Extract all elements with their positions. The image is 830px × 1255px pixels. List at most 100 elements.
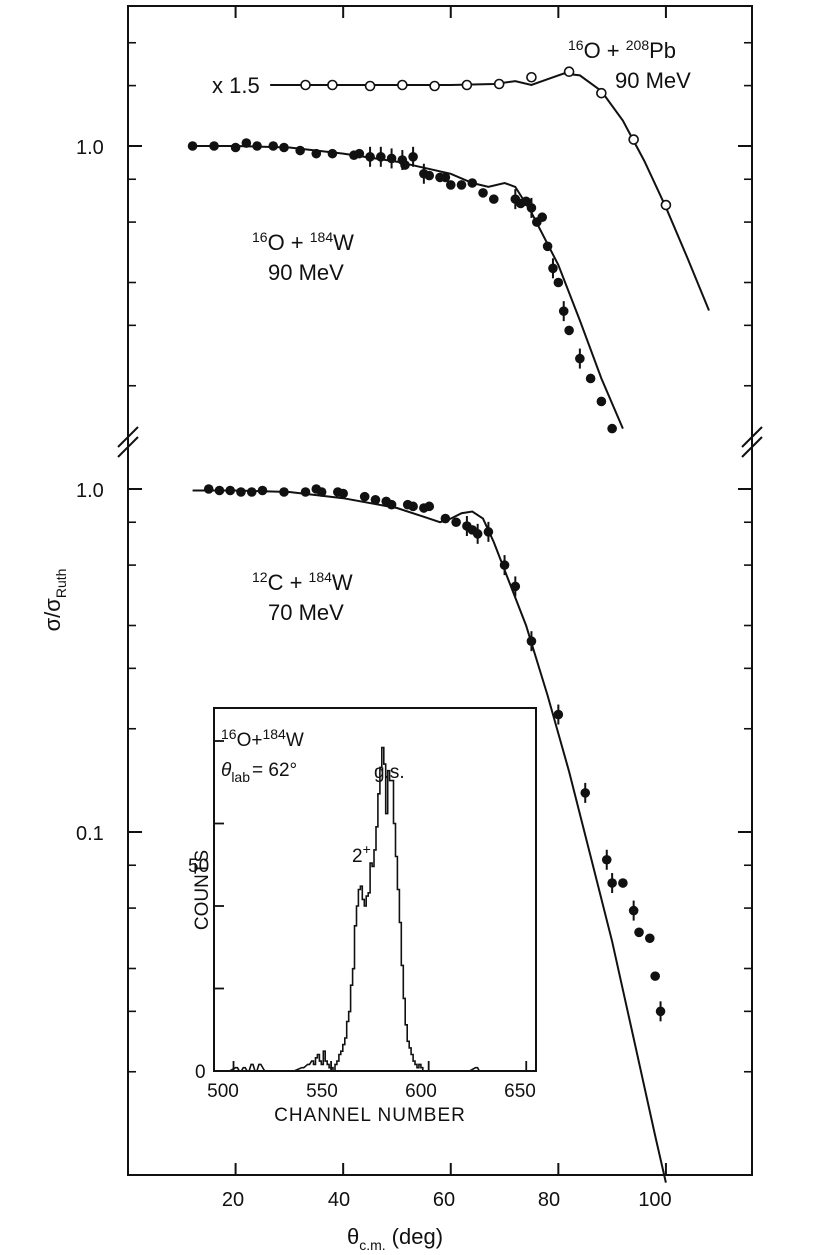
data-point bbox=[580, 788, 591, 798]
data-point bbox=[521, 196, 531, 207]
data-point bbox=[203, 484, 214, 494]
x-tick-label-100: 100 bbox=[638, 1189, 671, 1211]
inset-title: 16O+184W bbox=[221, 726, 304, 751]
data-point bbox=[386, 499, 397, 510]
y-axis-label: σ/σRuth bbox=[40, 569, 69, 632]
data-point-open bbox=[596, 87, 607, 99]
x-tick-label-80: 80 bbox=[538, 1189, 560, 1211]
data-point bbox=[354, 148, 365, 159]
inset-y-tick-0: 0 bbox=[195, 1062, 206, 1083]
data-point bbox=[400, 160, 410, 170]
data-point bbox=[510, 581, 521, 592]
data-point bbox=[601, 854, 612, 865]
data-point bbox=[499, 560, 510, 570]
data-point-open bbox=[660, 199, 672, 211]
data-point bbox=[537, 212, 548, 223]
data-point bbox=[376, 152, 386, 162]
y-tick-label-middle: 1.0 bbox=[76, 480, 104, 502]
data-point bbox=[564, 325, 574, 336]
data-point bbox=[472, 529, 483, 539]
data-point bbox=[214, 485, 225, 496]
series-curve bbox=[300, 72, 710, 311]
inset-x-tick-650: 650 bbox=[504, 1081, 536, 1102]
data-point bbox=[187, 141, 198, 151]
y-tick-label-bottom: 0.1 bbox=[76, 823, 104, 845]
data-point bbox=[365, 152, 375, 162]
data-point bbox=[440, 172, 451, 183]
scale-factor-label: x 1.5 bbox=[212, 73, 260, 98]
data-point bbox=[370, 495, 381, 505]
inset-y-axis-label: COUNTS bbox=[192, 850, 213, 930]
data-point bbox=[408, 501, 418, 512]
inset-histogram bbox=[227, 746, 509, 1072]
series-curve bbox=[192, 489, 667, 1183]
data-point bbox=[575, 353, 585, 364]
inset-x-tick-550: 550 bbox=[306, 1081, 338, 1102]
inset-peak-2plus: 2+ bbox=[352, 841, 371, 867]
data-point bbox=[655, 1006, 666, 1017]
data-point bbox=[553, 709, 564, 720]
data-point-open bbox=[429, 80, 440, 92]
data-point bbox=[644, 933, 655, 944]
data-point bbox=[257, 485, 268, 496]
inset-x-tick-500: 500 bbox=[207, 1081, 239, 1102]
data-point bbox=[295, 145, 305, 156]
data-point bbox=[338, 488, 348, 499]
inset-x-tick-600: 600 bbox=[405, 1081, 437, 1102]
x-tick-label-60: 60 bbox=[433, 1189, 455, 1211]
data-point bbox=[483, 527, 494, 537]
data-point bbox=[311, 148, 322, 159]
data-point bbox=[526, 636, 537, 646]
data-point-open bbox=[461, 79, 473, 91]
data-point bbox=[359, 491, 370, 502]
data-point bbox=[634, 927, 644, 938]
data-point-open bbox=[563, 66, 575, 78]
data-point bbox=[225, 485, 236, 496]
data-point bbox=[236, 487, 246, 497]
series-label-pb: 16O + 208Pb bbox=[568, 37, 676, 63]
data-point-open bbox=[493, 78, 505, 90]
data-point bbox=[386, 153, 397, 164]
inset-x-axis-label: CHANNEL NUMBER bbox=[274, 1105, 466, 1126]
data-point bbox=[467, 178, 478, 188]
data-point bbox=[268, 141, 279, 151]
data-point bbox=[424, 170, 435, 181]
inset-frame bbox=[213, 707, 537, 1072]
data-point-open bbox=[526, 71, 537, 83]
x-tick-label-20: 20 bbox=[222, 1189, 244, 1211]
inset-y-tick-50: 50 bbox=[188, 856, 209, 877]
data-point bbox=[456, 180, 467, 190]
data-point bbox=[548, 263, 558, 274]
series-label-ow: 16O + 184W bbox=[252, 229, 354, 255]
data-point bbox=[607, 878, 617, 888]
axis-break-right bbox=[741, 426, 763, 458]
data-point-open bbox=[364, 80, 376, 92]
data-point bbox=[316, 487, 327, 497]
data-point bbox=[246, 487, 257, 497]
series-energy-ow: 90 MeV bbox=[268, 260, 344, 285]
data-point bbox=[300, 487, 311, 497]
data-point bbox=[230, 142, 241, 153]
data-point-open bbox=[300, 79, 311, 91]
data-point-open bbox=[397, 79, 408, 91]
data-point bbox=[607, 423, 617, 434]
data-point bbox=[252, 141, 262, 151]
main-plot-frame bbox=[127, 5, 753, 1176]
series-label-cw: 12C + 184W bbox=[252, 569, 353, 595]
data-point bbox=[451, 517, 461, 528]
series-energy-cw: 70 MeV bbox=[268, 600, 344, 625]
data-point bbox=[526, 203, 537, 213]
y-tick-label-top: 1.0 bbox=[76, 137, 104, 159]
series-energy-pb: 90 MeV bbox=[615, 68, 691, 93]
data-point bbox=[424, 501, 435, 512]
data-point bbox=[650, 971, 660, 981]
data-point bbox=[440, 513, 451, 524]
data-point bbox=[553, 277, 564, 288]
data-point bbox=[445, 180, 456, 190]
series-layer bbox=[187, 66, 710, 1183]
data-point bbox=[488, 194, 499, 204]
data-point bbox=[408, 152, 418, 162]
x-axis-label: θc.m. (deg) bbox=[347, 1224, 443, 1253]
inset-peak-gs: g.s. bbox=[374, 762, 405, 783]
